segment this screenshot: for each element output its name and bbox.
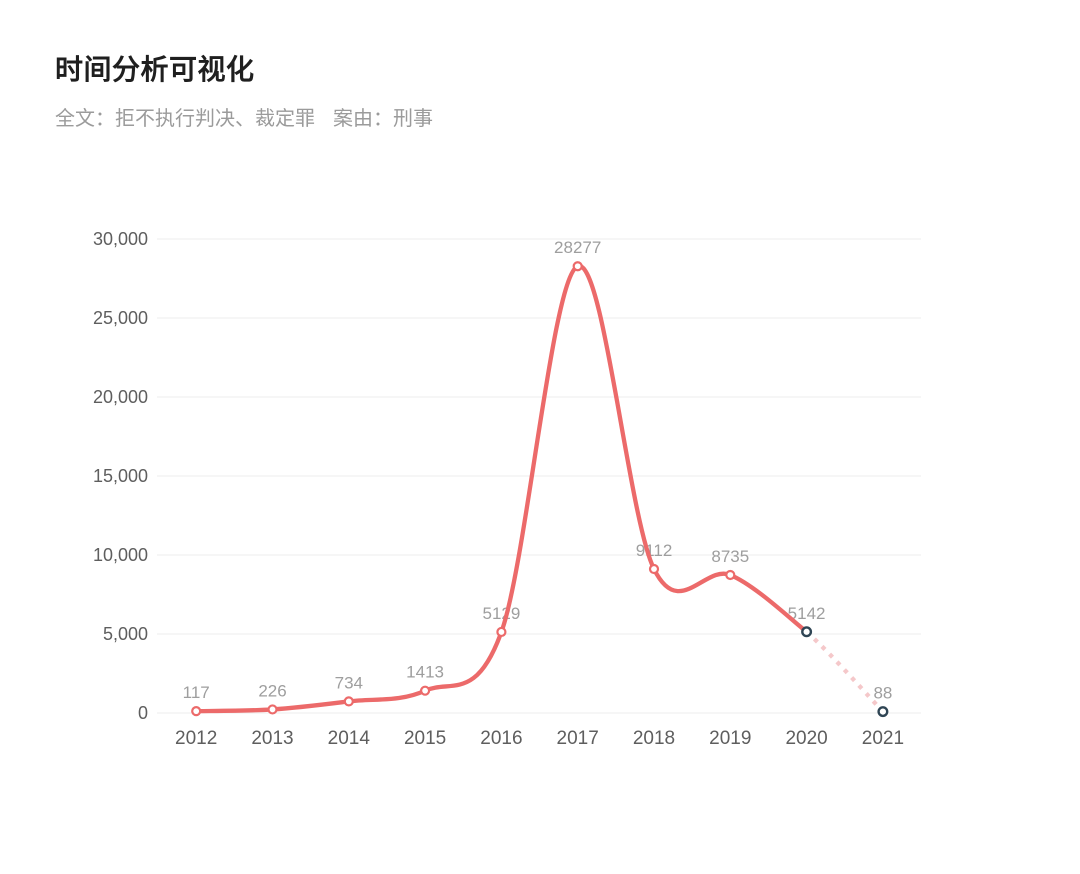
subtitle-cause-filter: 案由：刑事 [333, 108, 433, 130]
data-point-marker[interactable] [648, 563, 660, 575]
data-point-marker[interactable] [191, 706, 202, 717]
data-point-label: 8735 [711, 547, 749, 566]
forecast-dotted-line [805, 630, 885, 714]
data-point-label: 1413 [406, 663, 444, 682]
x-axis-tick-label: 2012 [175, 728, 217, 749]
data-point-marker[interactable] [496, 626, 507, 638]
y-axis-tick-label: 25,000 [93, 308, 148, 328]
data-point-label: 5142 [788, 604, 826, 623]
x-axis-tick-label: 2014 [328, 728, 371, 749]
series-line [194, 264, 809, 714]
subtitle-fulltext-filter: 全文：拒不执行判决、裁定罪 [55, 108, 315, 130]
x-axis-tick-label: 2020 [785, 728, 827, 749]
data-point-marker[interactable] [420, 685, 431, 696]
x-axis-tick-label: 2013 [251, 728, 293, 749]
data-point-label: 226 [258, 681, 286, 700]
data-point-label: 5129 [482, 604, 520, 623]
y-axis-tick-label: 15,000 [93, 466, 148, 486]
page-title: 时间分析可视化 [55, 54, 255, 85]
y-axis-tick-label: 20,000 [93, 387, 148, 407]
x-axis-tick-label: 2019 [709, 728, 751, 749]
x-axis-tick-label: 2016 [480, 728, 522, 749]
data-point-marker[interactable] [572, 261, 583, 272]
data-point-label: 117 [183, 683, 210, 702]
x-axis-tick-label: 2017 [557, 728, 599, 749]
data-point-label: 88 [873, 684, 892, 703]
page-subtitle: 全文：拒不执行判决、裁定罪 案由：刑事 [55, 102, 433, 131]
data-point-marker[interactable] [343, 696, 354, 707]
data-point-label: 28277 [554, 238, 601, 257]
y-axis-tick-label: 10,000 [93, 545, 148, 565]
data-point-marker[interactable] [801, 626, 813, 638]
y-axis-tick-label: 30,000 [93, 229, 148, 249]
data-point-label: 734 [335, 673, 363, 692]
x-axis-tick-label: 2018 [633, 728, 675, 749]
data-point-label: 9112 [636, 541, 673, 560]
x-axis-tick-label: 2021 [862, 728, 904, 749]
data-point-marker[interactable] [267, 704, 278, 715]
y-axis-tick-label: 5,000 [103, 624, 148, 644]
y-axis-tick-label: 0 [138, 703, 148, 723]
data-point-marker[interactable] [725, 569, 736, 581]
x-axis-tick-label: 2015 [404, 728, 446, 749]
data-point-marker[interactable] [877, 706, 889, 718]
